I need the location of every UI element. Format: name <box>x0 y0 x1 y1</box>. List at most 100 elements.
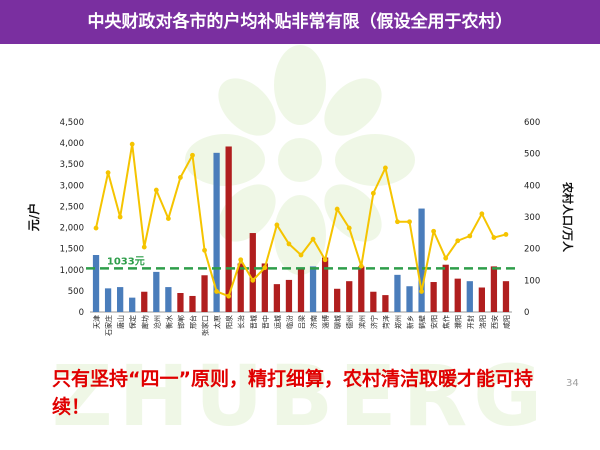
x-tick-label: 吕梁 <box>297 315 306 329</box>
x-tick-label: 济南 <box>309 315 318 329</box>
x-tick-label: 新乡 <box>406 315 415 329</box>
x-tick-label: 西安 <box>490 315 499 329</box>
line-point-廊坊 <box>141 244 147 250</box>
y2-tick-label: 500 <box>524 150 540 160</box>
y2-tick-label: 400 <box>524 181 540 191</box>
x-tick-label: 郑州 <box>394 315 402 329</box>
bar-济南 <box>309 266 317 312</box>
line-point-保定 <box>129 141 135 147</box>
y-tick-label: 2,500 <box>60 202 84 212</box>
bar-天津 <box>92 255 100 312</box>
y2-tick-label: 100 <box>524 276 540 286</box>
x-tick-label: 沧州 <box>152 315 161 329</box>
x-tick-label: 菏泽 <box>381 315 390 329</box>
line-point-运城 <box>274 222 280 228</box>
line-point-新乡 <box>407 219 412 225</box>
y-tick-label: 1,500 <box>60 245 84 255</box>
line-point-鹤壁 <box>419 289 424 294</box>
line-point-滨州 <box>358 263 364 269</box>
x-tick-label: 鹤壁 <box>418 315 427 329</box>
y2-axis-title: 农村人口/万人 <box>561 181 575 253</box>
line-point-开封 <box>467 233 473 239</box>
x-tick-label: 石家庄 <box>104 315 113 336</box>
bar-德州 <box>346 281 353 312</box>
line-point-衡水 <box>165 216 171 221</box>
line-point-咸阳 <box>503 232 509 237</box>
line-point-太原 <box>214 289 220 294</box>
line-point-吕梁 <box>298 252 304 258</box>
bar-郑州 <box>394 274 401 312</box>
line-point-沧州 <box>153 187 159 193</box>
line-point-晋城 <box>250 277 256 283</box>
bar-邢台 <box>189 295 196 312</box>
line-point-长治 <box>238 257 244 263</box>
y2-tick-label: 200 <box>524 245 540 255</box>
bar-西安 <box>490 266 498 312</box>
x-tick-label: 滨州 <box>357 315 366 329</box>
line-point-淄博 <box>322 257 328 263</box>
page-number: 34 <box>566 378 579 389</box>
conclusion-text: 只有坚持“四一”原则，精打细算，农村清洁取暖才能可持续！ <box>52 368 533 418</box>
bar-阳泉 <box>225 146 232 312</box>
x-tick-label: 运城 <box>274 315 282 329</box>
line-point-菏泽 <box>383 165 388 171</box>
y-tick-label: 3,500 <box>60 160 84 170</box>
bar-临汾 <box>285 279 293 312</box>
line-point-晋中 <box>262 265 268 271</box>
x-tick-label: 阳泉 <box>225 315 234 329</box>
bar-廊坊 <box>141 291 148 312</box>
title-bar <box>0 0 600 44</box>
x-tick-label: 天津 <box>93 315 101 329</box>
bar-衡水 <box>165 287 172 312</box>
x-tick-label: 德州 <box>345 315 354 329</box>
bar-运城 <box>273 284 281 312</box>
line-point-阳泉 <box>226 293 232 299</box>
line-point-临汾 <box>286 241 292 247</box>
reference-line-label: 1033元 <box>107 255 145 267</box>
bar-张家口 <box>201 275 208 312</box>
x-tick-label: 晋中 <box>261 315 270 329</box>
bar-沧州 <box>153 271 160 312</box>
bar-保定 <box>129 297 136 312</box>
x-tick-label: 开封 <box>466 315 475 329</box>
bar-晋中 <box>261 263 268 312</box>
line-point-济宁 <box>370 190 376 196</box>
x-tick-label: 临汾 <box>285 315 294 329</box>
line-point-唐山 <box>117 214 123 220</box>
line-point-张家口 <box>202 247 207 253</box>
y-tick-label: 0 <box>79 308 84 318</box>
bar-石家庄 <box>104 288 112 312</box>
bar-濮阳 <box>454 278 461 312</box>
line-point-濮阳 <box>455 238 461 244</box>
x-tick-label: 洛阳 <box>478 315 487 329</box>
watermark-text: ZHUBERG <box>52 347 548 445</box>
y-tick-label: 500 <box>68 287 84 297</box>
x-tick-label: 济宁 <box>369 315 378 329</box>
x-tick-label: 聊城 <box>333 315 342 329</box>
x-tick-label: 保定 <box>128 315 137 329</box>
bar-鹤壁 <box>418 208 425 312</box>
bar-菏泽 <box>382 295 389 312</box>
line-point-西安 <box>491 235 497 240</box>
x-tick-label: 安阳 <box>430 315 439 329</box>
bar-邯郸 <box>177 293 184 312</box>
x-tick-label: 太原 <box>213 315 222 329</box>
bar-聊城 <box>334 288 341 312</box>
x-tick-label: 淄博 <box>321 315 330 329</box>
line-point-石家庄 <box>105 170 111 176</box>
x-tick-label: 长治 <box>237 315 246 329</box>
x-tick-label: 晋城 <box>250 315 258 329</box>
bar-唐山 <box>117 287 124 312</box>
bar-淄博 <box>321 257 329 312</box>
slide-title: 中央财政对各市的户均补贴非常有限（假设全用于农村） <box>87 12 513 32</box>
bar-太原 <box>213 152 220 312</box>
bar-开封 <box>466 281 473 312</box>
y2-tick-label: 0 <box>524 308 529 318</box>
bar-吕梁 <box>297 267 305 312</box>
x-tick-label: 廊坊 <box>140 315 149 329</box>
y-tick-label: 3,000 <box>60 181 84 191</box>
line-point-聊城 <box>334 206 340 212</box>
line-point-邯郸 <box>178 175 183 180</box>
x-tick-label: 张家口 <box>201 315 210 336</box>
y-tick-label: 4,500 <box>60 118 84 128</box>
